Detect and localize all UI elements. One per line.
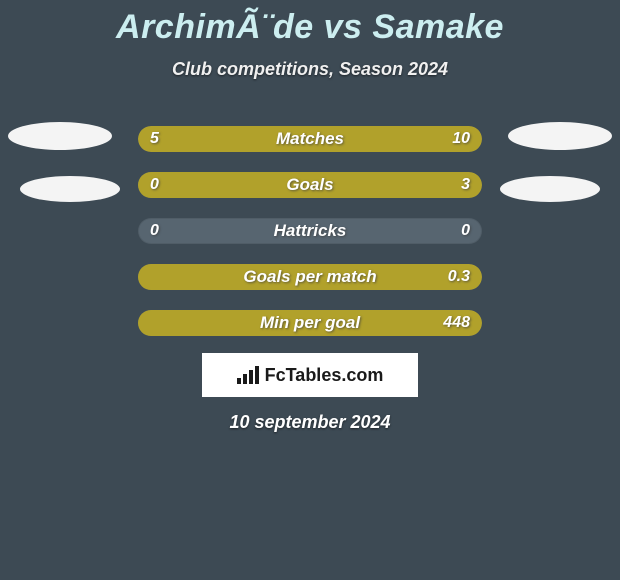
brand-text: FcTables.com (265, 365, 384, 386)
stat-bar: Goals0 3 (138, 172, 482, 198)
comparison-infographic: ArchimÃ¨de vs Samake Club competitions, … (0, 0, 620, 580)
player1-photo-alt (20, 176, 120, 202)
stat-bar: Hattricks0 0 (138, 218, 482, 244)
bar-value-right: 10 (452, 126, 470, 152)
player2-photo (508, 122, 612, 150)
stats-bars: Matches510Goals03Hattricks00Goals per ma… (138, 126, 482, 356)
bar-value-right: 448 (443, 310, 470, 336)
bar-value-right: 0 (461, 218, 470, 244)
bar-chart-icon (237, 366, 259, 384)
generated-date: 10 september 2024 (0, 412, 620, 433)
stat-bar: Min per goal448 (138, 310, 482, 336)
brand-box: FcTables.com (202, 353, 418, 397)
bar-value-left: 0 (150, 172, 159, 198)
bar-value-right: 3 (461, 172, 470, 198)
bar-label: Goals (138, 172, 482, 198)
stat-bar: Goals per match0.3 (138, 264, 482, 290)
page-title: ArchimÃ¨de vs Samake (0, 0, 620, 47)
bar-value-left: 0 (150, 218, 159, 244)
player1-photo (8, 122, 112, 150)
bar-label: Min per goal (138, 310, 482, 336)
player2-photo-alt (500, 176, 600, 202)
subtitle: Club competitions, Season 2024 (0, 59, 620, 80)
stat-bar: Matches5 10 (138, 126, 482, 152)
bar-label: Goals per match (138, 264, 482, 290)
bar-value-right: 0.3 (448, 264, 470, 290)
bar-label: Hattricks (138, 218, 482, 244)
bar-label: Matches (138, 126, 482, 152)
bar-value-left: 5 (150, 126, 159, 152)
